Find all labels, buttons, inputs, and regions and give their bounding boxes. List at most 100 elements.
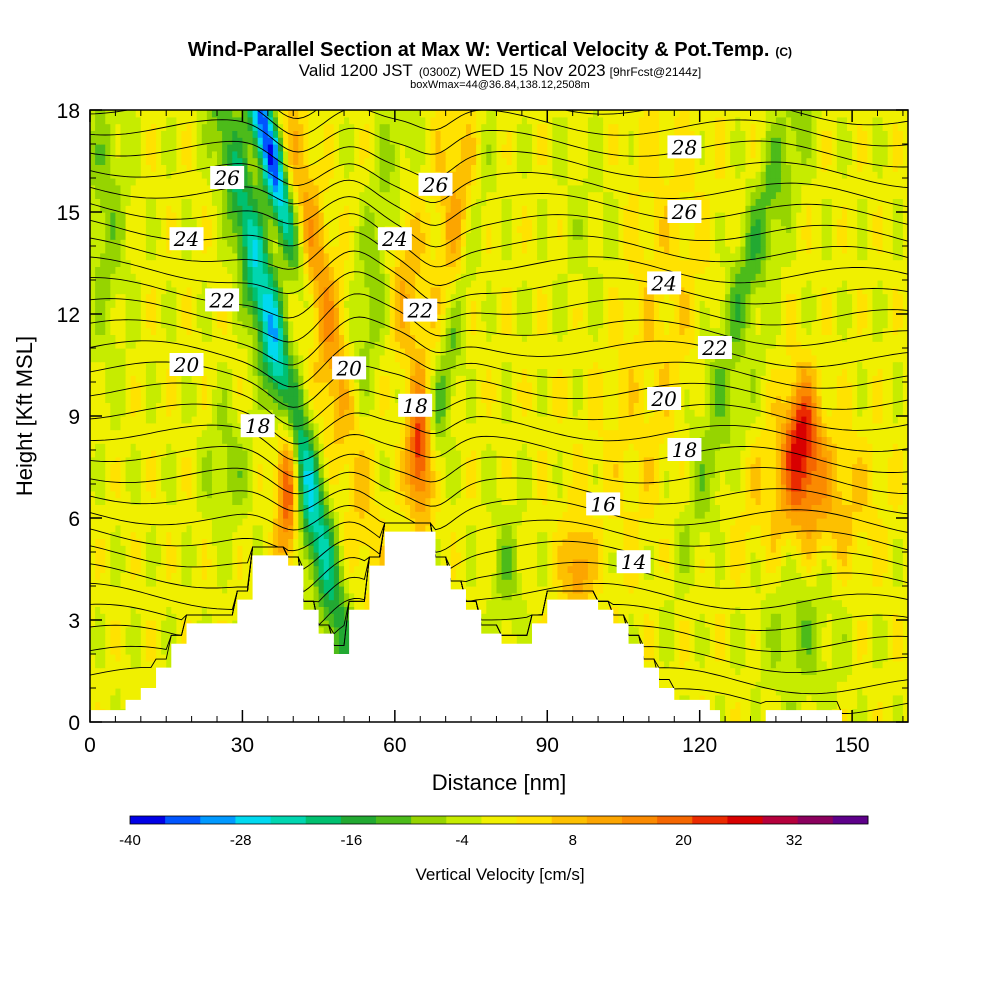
velocity-cell (532, 579, 538, 587)
velocity-cell (648, 545, 655, 553)
velocity-cell (476, 579, 482, 587)
velocity-cell (704, 518, 711, 526)
velocity-cell (90, 633, 96, 641)
velocity-cell (684, 654, 691, 662)
velocity-cell (780, 579, 787, 587)
velocity-cell (811, 660, 818, 669)
velocity-cell (638, 538, 645, 546)
velocity-cell (643, 538, 650, 546)
velocity-cell (831, 538, 838, 546)
velocity-cell (338, 545, 345, 553)
velocity-cell (201, 558, 208, 567)
velocity-cell (847, 592, 853, 601)
velocity-cell (496, 565, 503, 573)
velocity-cell (603, 572, 609, 580)
velocity-cell (750, 620, 757, 628)
velocity-cell (770, 538, 777, 546)
velocity-cell (816, 688, 823, 696)
velocity-cell (882, 667, 889, 675)
velocity-cell (775, 633, 782, 641)
velocity-cell (105, 626, 111, 635)
velocity-cell (725, 647, 731, 655)
velocity-cell (735, 538, 741, 546)
velocity-cell (806, 654, 813, 662)
velocity-cell (872, 538, 879, 546)
velocity-cell (542, 518, 548, 526)
velocity-cell (786, 681, 792, 689)
velocity-cell (105, 674, 111, 682)
velocity-cell (648, 558, 655, 567)
velocity-cell (333, 626, 340, 635)
velocity-cell (638, 613, 645, 621)
velocity-cell (95, 688, 101, 696)
velocity-cell (516, 538, 523, 546)
velocity-cell (338, 606, 345, 614)
velocity-cell (796, 647, 802, 655)
velocity-cell (242, 511, 249, 519)
velocity-cell (613, 579, 619, 587)
velocity-cell (669, 531, 675, 539)
velocity-cell (506, 633, 513, 641)
velocity-cell (257, 524, 264, 533)
velocity-cell (156, 613, 162, 621)
velocity-cell (211, 572, 218, 580)
velocity-cell (826, 613, 833, 621)
velocity-cell (831, 606, 838, 614)
velocity-cell (577, 545, 584, 553)
velocity-cell (664, 654, 670, 662)
velocity-cell (821, 524, 828, 533)
velocity-cell (506, 613, 513, 621)
velocity-cell (745, 565, 752, 573)
velocity-cell (191, 572, 198, 580)
velocity-cell (201, 606, 208, 614)
velocity-cell (659, 545, 665, 553)
velocity-cell (206, 558, 213, 567)
velocity-cell (572, 592, 579, 601)
velocity-cell (852, 592, 858, 601)
velocity-cell (735, 606, 741, 614)
velocity-cell (628, 633, 635, 641)
velocity-cell (242, 572, 249, 580)
velocity-cell (95, 572, 101, 580)
velocity-cell (476, 592, 482, 601)
velocity-cell (862, 538, 868, 546)
velocity-cell (801, 518, 807, 526)
velocity-cell (791, 552, 797, 560)
velocity-cell (100, 592, 106, 601)
velocity-cell (735, 586, 741, 594)
velocity-cell (786, 606, 792, 614)
velocity-cell (328, 599, 335, 607)
velocity-cell (892, 592, 899, 601)
velocity-cell (455, 518, 462, 526)
velocity-cell (648, 565, 655, 573)
velocity-cell (156, 531, 162, 539)
velocity-cell (389, 511, 396, 519)
velocity-cell (786, 633, 792, 641)
velocity-cell (857, 681, 863, 689)
velocity-cell (318, 579, 325, 587)
velocity-cell (847, 667, 853, 675)
velocity-cell (481, 579, 487, 587)
velocity-cell (90, 667, 96, 675)
velocity-cell (796, 592, 802, 601)
velocity-cell (720, 586, 726, 594)
velocity-cell (638, 599, 645, 607)
velocity-cell (344, 592, 350, 601)
velocity-cell (730, 708, 736, 716)
velocity-cell (537, 579, 543, 587)
velocity-cell (745, 531, 752, 539)
velocity-cell (709, 694, 716, 703)
velocity-cell (811, 545, 818, 553)
velocity-cell (826, 647, 833, 655)
velocity-cell (608, 538, 614, 546)
velocity-cell (867, 640, 874, 648)
velocity-cell (567, 579, 574, 587)
velocity-cell (110, 620, 116, 628)
velocity-cell (786, 545, 792, 553)
velocity-cell (110, 538, 116, 546)
velocity-cell (211, 586, 218, 594)
velocity-cell (328, 558, 335, 567)
velocity-cell (857, 640, 863, 648)
velocity-cell (877, 701, 884, 709)
velocity-cell (323, 579, 330, 587)
